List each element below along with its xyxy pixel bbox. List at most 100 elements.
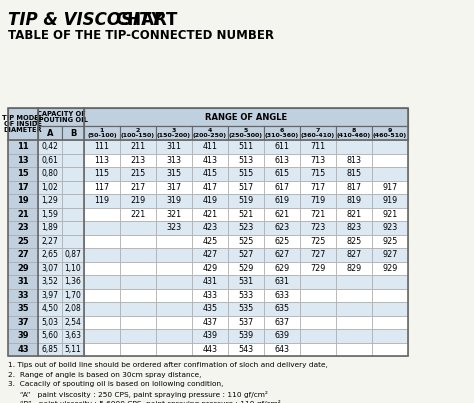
Text: 923: 923	[383, 223, 398, 232]
Bar	[264, 140, 300, 154]
Bar	[264, 343, 300, 356]
Text: 6,85: 6,85	[42, 345, 58, 354]
Bar	[120, 316, 156, 329]
Text: 3,07: 3,07	[42, 264, 58, 273]
Bar	[8, 235, 38, 248]
Bar	[264, 194, 300, 208]
Bar	[62, 235, 84, 248]
Bar	[372, 208, 408, 221]
Text: 421: 421	[202, 210, 218, 219]
Bar	[62, 126, 84, 140]
Bar	[38, 208, 62, 221]
Bar	[192, 302, 228, 316]
Text: 721: 721	[310, 210, 326, 219]
Text: 927: 927	[383, 250, 398, 259]
Text: 2,54: 2,54	[64, 318, 82, 327]
Text: 529: 529	[238, 264, 254, 273]
Text: 119: 119	[94, 196, 109, 205]
Text: 527: 527	[238, 250, 254, 259]
Text: 1,29: 1,29	[42, 196, 58, 205]
Bar	[62, 221, 84, 235]
Text: 0,42: 0,42	[42, 142, 58, 151]
Text: 619: 619	[274, 196, 290, 205]
Bar	[156, 181, 192, 194]
Bar	[372, 181, 408, 194]
Text: 15: 15	[17, 169, 29, 178]
Bar	[336, 289, 372, 302]
Bar	[8, 140, 38, 154]
Bar	[156, 154, 192, 167]
Bar	[156, 302, 192, 316]
Bar	[8, 194, 38, 208]
Bar	[264, 289, 300, 302]
Text: 313: 313	[166, 156, 182, 165]
Bar	[300, 235, 336, 248]
Bar	[120, 181, 156, 194]
Bar	[84, 343, 120, 356]
Text: 3,52: 3,52	[42, 277, 58, 286]
Bar	[84, 275, 120, 289]
Bar	[38, 221, 62, 235]
Text: 611: 611	[274, 142, 290, 151]
Text: 113: 113	[94, 156, 109, 165]
Text: 4
(200-250): 4 (200-250)	[193, 128, 227, 138]
Bar	[156, 126, 192, 140]
Bar	[156, 275, 192, 289]
Bar	[228, 221, 264, 235]
Bar	[62, 248, 84, 262]
Bar	[372, 194, 408, 208]
Text: 5,60: 5,60	[42, 331, 58, 340]
Bar	[336, 262, 372, 275]
Text: 433: 433	[202, 291, 218, 300]
Bar	[156, 208, 192, 221]
Bar	[264, 221, 300, 235]
Text: 643: 643	[274, 345, 290, 354]
Text: 2
(100-150): 2 (100-150)	[121, 128, 155, 138]
Bar	[120, 343, 156, 356]
Bar	[192, 126, 228, 140]
Text: 633: 633	[274, 291, 290, 300]
Text: 3.  Cacacily of spouting oil is based on lollowing condition,: 3. Cacacily of spouting oil is based on …	[8, 381, 223, 387]
Bar	[300, 154, 336, 167]
Bar	[84, 329, 120, 343]
Text: 925: 925	[383, 237, 398, 246]
Text: 1
(50-100): 1 (50-100)	[87, 128, 117, 138]
Bar	[120, 248, 156, 262]
Text: 215: 215	[130, 169, 146, 178]
Text: 31: 31	[17, 277, 29, 286]
Text: 0,61: 0,61	[42, 156, 58, 165]
Bar	[192, 262, 228, 275]
Bar	[156, 140, 192, 154]
Text: 315: 315	[166, 169, 182, 178]
Text: 827: 827	[346, 250, 362, 259]
Bar	[300, 167, 336, 181]
Bar	[120, 140, 156, 154]
Text: 513: 513	[238, 156, 254, 165]
Text: 419: 419	[202, 196, 218, 205]
Bar	[300, 208, 336, 221]
Bar	[84, 289, 120, 302]
Bar	[300, 302, 336, 316]
Text: 919: 919	[383, 196, 398, 205]
Bar	[8, 221, 38, 235]
Bar	[84, 208, 120, 221]
Text: 221: 221	[130, 210, 146, 219]
Bar	[156, 329, 192, 343]
Text: 35: 35	[17, 304, 29, 313]
Bar	[120, 194, 156, 208]
Bar	[38, 167, 62, 181]
Text: CAPACITY OF
SPOUTING OIL: CAPACITY OF SPOUTING OIL	[34, 111, 88, 123]
Text: 3
(150-200): 3 (150-200)	[157, 128, 191, 138]
Text: 435: 435	[202, 304, 218, 313]
Bar	[336, 275, 372, 289]
Bar	[372, 126, 408, 140]
Text: 613: 613	[274, 156, 290, 165]
Text: 117: 117	[94, 183, 109, 192]
Bar	[8, 108, 408, 356]
Bar	[38, 316, 62, 329]
Text: 323: 323	[166, 223, 182, 232]
Bar	[192, 181, 228, 194]
Bar	[84, 154, 120, 167]
Text: 531: 531	[238, 277, 254, 286]
Bar	[8, 343, 38, 356]
